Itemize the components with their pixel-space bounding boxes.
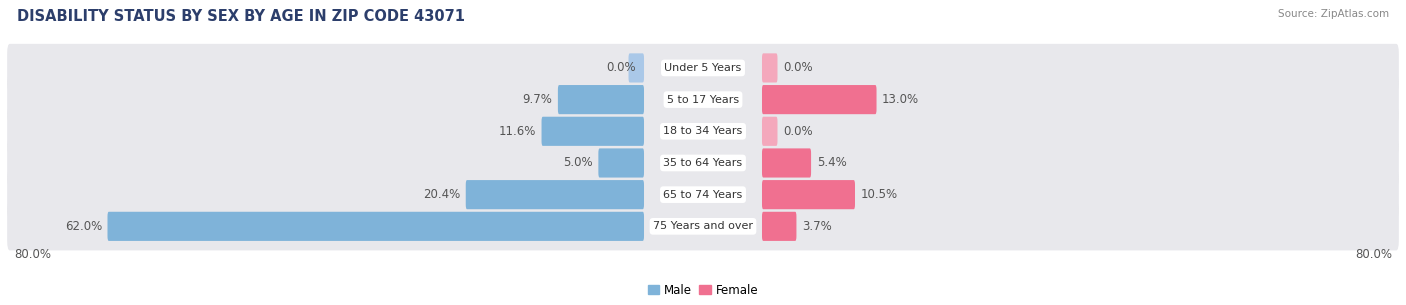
FancyBboxPatch shape bbox=[762, 180, 855, 209]
Text: 0.0%: 0.0% bbox=[606, 61, 636, 74]
FancyBboxPatch shape bbox=[7, 170, 1399, 219]
Text: 10.5%: 10.5% bbox=[860, 188, 897, 201]
FancyBboxPatch shape bbox=[7, 139, 1399, 187]
FancyBboxPatch shape bbox=[762, 53, 778, 82]
Text: 80.0%: 80.0% bbox=[1355, 248, 1392, 261]
FancyBboxPatch shape bbox=[7, 44, 1399, 92]
Text: 80.0%: 80.0% bbox=[14, 248, 51, 261]
Text: 3.7%: 3.7% bbox=[801, 220, 832, 233]
Text: 65 to 74 Years: 65 to 74 Years bbox=[664, 190, 742, 200]
Text: 9.7%: 9.7% bbox=[523, 93, 553, 106]
Text: DISABILITY STATUS BY SEX BY AGE IN ZIP CODE 43071: DISABILITY STATUS BY SEX BY AGE IN ZIP C… bbox=[17, 9, 465, 24]
Text: 5.4%: 5.4% bbox=[817, 156, 846, 170]
FancyBboxPatch shape bbox=[465, 180, 644, 209]
Text: 35 to 64 Years: 35 to 64 Years bbox=[664, 158, 742, 168]
FancyBboxPatch shape bbox=[7, 76, 1399, 124]
Text: 0.0%: 0.0% bbox=[783, 125, 813, 138]
Text: 20.4%: 20.4% bbox=[423, 188, 460, 201]
Text: Source: ZipAtlas.com: Source: ZipAtlas.com bbox=[1278, 9, 1389, 19]
FancyBboxPatch shape bbox=[762, 149, 811, 178]
FancyBboxPatch shape bbox=[7, 107, 1399, 155]
FancyBboxPatch shape bbox=[628, 53, 644, 82]
FancyBboxPatch shape bbox=[107, 212, 644, 241]
Text: Under 5 Years: Under 5 Years bbox=[665, 63, 741, 73]
FancyBboxPatch shape bbox=[762, 212, 796, 241]
FancyBboxPatch shape bbox=[762, 117, 778, 146]
FancyBboxPatch shape bbox=[762, 85, 876, 114]
Text: 13.0%: 13.0% bbox=[882, 93, 920, 106]
Text: 62.0%: 62.0% bbox=[65, 220, 101, 233]
FancyBboxPatch shape bbox=[541, 117, 644, 146]
Legend: Male, Female: Male, Female bbox=[643, 279, 763, 301]
FancyBboxPatch shape bbox=[7, 202, 1399, 250]
FancyBboxPatch shape bbox=[599, 149, 644, 178]
Text: 75 Years and over: 75 Years and over bbox=[652, 221, 754, 231]
Text: 11.6%: 11.6% bbox=[499, 125, 536, 138]
Text: 5 to 17 Years: 5 to 17 Years bbox=[666, 95, 740, 105]
Text: 5.0%: 5.0% bbox=[564, 156, 593, 170]
Text: 0.0%: 0.0% bbox=[783, 61, 813, 74]
FancyBboxPatch shape bbox=[558, 85, 644, 114]
Text: 18 to 34 Years: 18 to 34 Years bbox=[664, 126, 742, 136]
